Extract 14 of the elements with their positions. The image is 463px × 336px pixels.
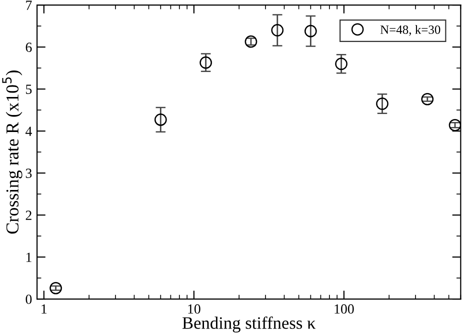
y-axis-title: Crossing rate R (x10$^{5}$) xyxy=(2,70,22,234)
y-tick-label: 0 xyxy=(26,294,32,304)
x-axis-title: Bending stiffness κ xyxy=(182,316,316,332)
y-tick-label: 1 xyxy=(26,252,32,262)
y-tick-label: 4 xyxy=(26,126,32,136)
y-tick-label: 6 xyxy=(26,42,32,52)
y-tick-label: 7 xyxy=(26,0,32,10)
x-tick-label: 10 xyxy=(188,304,200,314)
x-tick-label: 1 xyxy=(42,304,47,314)
y-tick-label: 3 xyxy=(26,168,32,178)
y-tick-label: 5 xyxy=(26,84,32,94)
legend-label: N=48, k=30 xyxy=(380,25,440,36)
y-tick-label: 2 xyxy=(26,210,32,220)
x-tick-label: 100 xyxy=(334,304,354,314)
